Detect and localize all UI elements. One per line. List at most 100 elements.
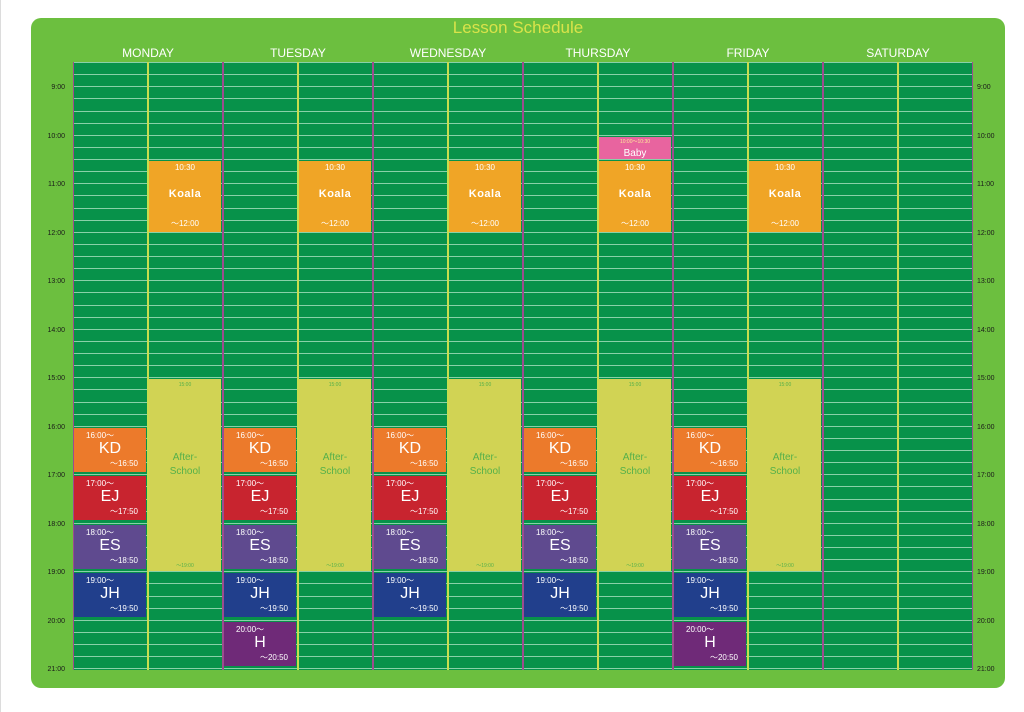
es-start-time: 18:00～ <box>536 527 565 537</box>
time-label-right: 13:00 <box>977 278 995 285</box>
h-start-time: 20:00～ <box>236 624 265 634</box>
koala-end-time: ～12:00 <box>770 218 800 228</box>
after-school-name: After- School <box>319 452 351 477</box>
ej-name: EJ <box>100 488 120 505</box>
half-divider <box>747 62 749 670</box>
h-end-time: ～20:50 <box>259 652 288 662</box>
es-name: ES <box>699 536 721 554</box>
kd-lesson[interactable]: 16:00～ KD ～16:50 <box>224 427 296 472</box>
h-lesson[interactable]: 20:00～ H ～20:50 <box>224 621 296 666</box>
jh-start-time: 19:00～ <box>686 576 715 585</box>
baby-lesson[interactable]: 10:00～10:30 Baby <box>599 136 671 159</box>
day-divider <box>73 62 74 670</box>
ej-lesson[interactable]: 17:00～ EJ ～17:50 <box>524 476 596 521</box>
kd-end-time: ～16:50 <box>409 458 438 468</box>
after-school-name: After- School <box>469 452 501 477</box>
jh-lesson[interactable]: 19:00～ JH ～19:50 <box>74 573 146 618</box>
ej-start-time: 17:00～ <box>86 479 115 488</box>
ej-lesson[interactable]: 17:00～ EJ ～17:50 <box>74 476 146 521</box>
jh-lesson[interactable]: 19:00～ JH ～19:50 <box>374 573 446 618</box>
kd-lesson[interactable]: 16:00～ KD ～16:50 <box>74 427 146 472</box>
jh-start-time: 19:00～ <box>536 576 565 585</box>
h-start-time: 20:00～ <box>686 624 715 634</box>
after-school-lesson[interactable]: 15:00 After- School ～19:00 <box>449 379 521 571</box>
koala-end-time: ～12:00 <box>620 218 650 228</box>
kd-lesson[interactable]: 16:00～ KD ～16:50 <box>374 427 446 472</box>
ej-name: EJ <box>250 488 270 505</box>
time-label-left: 12:00 <box>47 229 65 237</box>
es-name: ES <box>99 536 121 554</box>
day-header-monday: MONDAY <box>122 46 174 60</box>
jh-lesson[interactable]: 19:00～ JH ～19:50 <box>674 573 746 618</box>
time-label-right: 17:00 <box>977 472 995 479</box>
koala-lesson[interactable]: 10:30 Koala ～12:00 <box>299 160 371 232</box>
day-header-friday: FRIDAY <box>726 46 770 60</box>
es-lesson[interactable]: 18:00～ ES ～18:50 <box>224 524 296 569</box>
time-label-right: 10:00 <box>977 132 995 140</box>
kd-name: KD <box>698 439 722 457</box>
koala-name: Koala <box>618 187 652 200</box>
h-lesson[interactable]: 20:00～ H ～20:50 <box>674 621 746 666</box>
es-lesson[interactable]: 18:00～ ES ～18:50 <box>74 524 146 569</box>
time-label-left: 14:00 <box>47 326 65 334</box>
ej-name: EJ <box>550 488 570 505</box>
ej-end-time: ～17:50 <box>709 507 738 517</box>
baby-name: Baby <box>623 147 647 159</box>
ej-start-time: 17:00～ <box>386 479 415 488</box>
ej-lesson[interactable]: 17:00～ EJ ～17:50 <box>674 476 746 521</box>
kd-end-time: ～16:50 <box>709 458 738 468</box>
jh-name: JH <box>400 585 420 602</box>
time-label-left: 16:00 <box>47 423 65 431</box>
kd-name: KD <box>548 439 572 457</box>
jh-name: JH <box>550 585 570 602</box>
kd-start-time: 16:00～ <box>386 430 415 440</box>
koala-start-time: 10:30 <box>774 162 796 172</box>
after-school-lesson[interactable]: 15:00 After- School ～19:00 <box>749 379 821 571</box>
es-start-time: 18:00～ <box>236 527 265 537</box>
es-lesson[interactable]: 18:00～ ES ～18:50 <box>674 524 746 569</box>
koala-name: Koala <box>318 187 352 200</box>
koala-lesson[interactable]: 10:30 Koala ～12:00 <box>749 160 821 232</box>
time-label-left: 10:00 <box>47 132 65 140</box>
koala-lesson[interactable]: 10:30 Koala ～12:00 <box>599 160 671 232</box>
ej-lesson[interactable]: 17:00～ EJ ～17:50 <box>224 476 296 521</box>
kd-end-time: ～16:50 <box>109 458 138 468</box>
time-label-left: 15:00 <box>47 375 65 382</box>
jh-name: JH <box>250 585 270 602</box>
kd-name: KD <box>398 439 422 457</box>
day-divider <box>972 62 973 670</box>
jh-start-time: 19:00～ <box>86 576 115 585</box>
koala-name: Koala <box>768 187 802 200</box>
jh-start-time: 19:00～ <box>386 576 415 585</box>
after-school-lesson[interactable]: 15:00 After- School ～19:00 <box>599 379 671 571</box>
es-lesson[interactable]: 18:00～ ES ～18:50 <box>374 524 446 569</box>
koala-start-time: 10:30 <box>174 162 196 172</box>
kd-lesson[interactable]: 16:00～ KD ～16:50 <box>524 427 596 472</box>
koala-lesson[interactable]: 10:30 Koala ～12:00 <box>149 160 221 232</box>
kd-start-time: 16:00～ <box>86 430 115 440</box>
kd-name: KD <box>98 439 122 457</box>
time-label-right: 21:00 <box>977 666 995 673</box>
ej-lesson[interactable]: 17:00～ EJ ～17:50 <box>374 476 446 521</box>
day-divider <box>822 62 824 670</box>
half-divider <box>147 62 149 670</box>
kd-lesson[interactable]: 16:00～ KD ～16:50 <box>674 427 746 472</box>
jh-lesson[interactable]: 19:00～ JH ～19:50 <box>524 573 596 618</box>
jh-end-time: ～19:50 <box>559 604 588 614</box>
after-school-name: After- School <box>619 452 651 477</box>
time-label-right: 15:00 <box>977 375 995 382</box>
time-label-left: 19:00 <box>47 569 65 576</box>
jh-end-time: ～19:50 <box>259 604 288 614</box>
es-end-time: ～18:50 <box>409 555 438 565</box>
after-school-lesson[interactable]: 15:00 After- School ～19:00 <box>149 379 221 571</box>
after-school-start-time: 15:00 <box>628 382 642 388</box>
ej-end-time: ～17:50 <box>109 507 138 517</box>
koala-start-time: 10:30 <box>624 162 646 172</box>
jh-lesson[interactable]: 19:00～ JH ～19:50 <box>224 573 296 618</box>
time-label-right: 16:00 <box>977 423 995 431</box>
es-start-time: 18:00～ <box>386 527 415 537</box>
es-lesson[interactable]: 18:00～ ES ～18:50 <box>524 524 596 569</box>
es-end-time: ～18:50 <box>109 555 138 565</box>
koala-lesson[interactable]: 10:30 Koala ～12:00 <box>449 160 521 232</box>
after-school-lesson[interactable]: 15:00 After- School ～19:00 <box>299 379 371 571</box>
